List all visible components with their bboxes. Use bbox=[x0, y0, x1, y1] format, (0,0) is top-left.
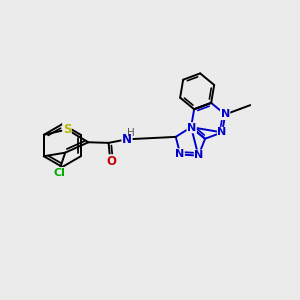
Text: H: H bbox=[127, 128, 135, 138]
Text: Cl: Cl bbox=[54, 168, 66, 178]
Text: N: N bbox=[194, 150, 204, 160]
Text: N: N bbox=[218, 128, 227, 137]
Text: S: S bbox=[63, 123, 71, 136]
Text: N: N bbox=[220, 110, 230, 119]
Text: N: N bbox=[122, 133, 132, 146]
Text: N: N bbox=[187, 123, 196, 133]
Text: N: N bbox=[175, 149, 184, 159]
Text: O: O bbox=[106, 155, 117, 168]
